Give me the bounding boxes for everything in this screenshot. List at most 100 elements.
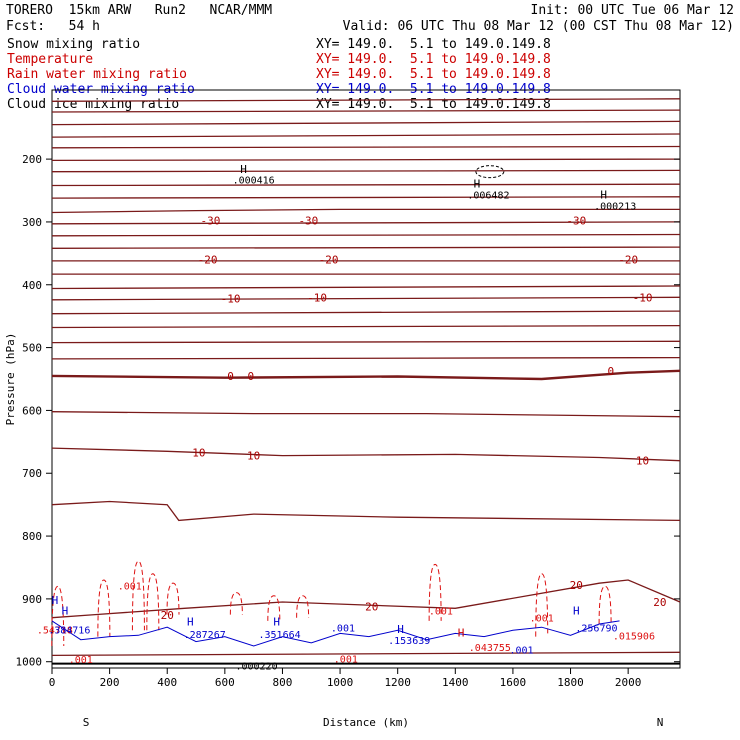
extremum-marker: H: [458, 627, 465, 640]
extremum-marker: H: [273, 615, 280, 628]
isotherm-line: [51, 296, 681, 301]
isotherm-line: [51, 500, 681, 522]
extremum-marker: H: [474, 177, 481, 190]
value-label: .153639: [388, 636, 430, 647]
x-tick-label: 2000: [615, 676, 642, 689]
y-tick-label: 800: [22, 530, 42, 543]
value-label: .000220: [235, 661, 277, 672]
x-tick-label: 800: [273, 676, 293, 689]
value-label: .54718: [37, 625, 73, 636]
isotherm-line: [51, 285, 681, 290]
isotherm-line: [51, 651, 681, 657]
value-label: .351664: [258, 630, 300, 641]
extremum-marker: H: [600, 189, 607, 202]
isotherm-line: [51, 158, 681, 162]
isotherm-label: 0: [608, 365, 615, 378]
value-label: .001: [429, 607, 453, 618]
isotherm-line: [51, 169, 681, 173]
y-tick-label: 900: [22, 593, 42, 606]
isotherm-label: -30: [566, 215, 586, 228]
legend-field-xy: XY= 149.0. 5.1 to 149.0.149.8: [316, 52, 551, 67]
x-tick-label: 1000: [327, 676, 354, 689]
isotherm-label: 20: [161, 609, 174, 622]
value-label: .384716: [48, 625, 90, 636]
isotherm-label: -30: [298, 215, 318, 228]
north-end-label: N: [657, 716, 664, 729]
rain-water-contour: [51, 585, 65, 647]
isotherm-line: [51, 109, 681, 113]
isotherm-label: 10: [192, 447, 205, 460]
isotherm-line: [51, 356, 681, 360]
extremum-marker: H: [62, 605, 69, 618]
x-tick-label: 600: [215, 676, 235, 689]
y-tick-label: 1000: [16, 656, 43, 669]
y-tick-label: 300: [22, 216, 42, 229]
isotherm-line: [51, 221, 681, 225]
x-tick-label: 1200: [384, 676, 411, 689]
rain-water-contour: [428, 563, 442, 621]
y-tick-label: 400: [22, 279, 42, 292]
isotherm-line: [51, 196, 681, 199]
rain-water-contour: [166, 582, 180, 615]
x-axis-title: Distance (km): [323, 716, 409, 729]
isotherm-line: [51, 183, 681, 187]
x-tick-label: 1400: [442, 676, 469, 689]
isotherm-line: [51, 98, 681, 102]
plot-title: TORERO 15km ARW Run2 NCAR/MMM: [6, 3, 273, 18]
value-label: .006482: [467, 191, 509, 202]
legend-field-name: Snow mixing ratio: [7, 37, 141, 52]
freezing-level-line: [51, 369, 681, 381]
isotherm-line: [51, 120, 681, 126]
value-label: .256790: [575, 624, 617, 635]
south-end-label: S: [83, 716, 90, 729]
rain-water-contour: [296, 595, 310, 618]
isotherm-line: [51, 324, 681, 329]
isotherm-label: -10: [221, 293, 241, 306]
extremum-marker: H: [52, 594, 59, 607]
legend-field-name: Rain water mixing ratio: [7, 67, 188, 82]
snow-contour: [475, 165, 505, 179]
value-label: .001: [331, 624, 355, 635]
legend-field-xy: XY= 149.0. 5.1 to 149.0.149.8: [316, 97, 551, 112]
value-label: .001: [510, 646, 534, 657]
isotherm-label: 0: [227, 370, 234, 383]
isotherm-label: -20: [198, 254, 218, 267]
value-label: .001: [118, 581, 142, 592]
isotherm-label: 20: [365, 600, 378, 613]
isotherm-line: [51, 310, 681, 315]
isotherm-label: -20: [319, 254, 339, 267]
isotherm-line: [51, 133, 681, 138]
value-label: .000213: [594, 201, 636, 212]
rain-water-contour: [146, 573, 160, 631]
isotherm-label: -30: [201, 215, 221, 228]
isotherm-label: -10: [633, 291, 653, 304]
extremum-marker: H: [187, 615, 194, 628]
rain-water-contour: [598, 585, 612, 625]
cloud-water-contour: [51, 620, 620, 647]
y-tick-label: 500: [22, 342, 42, 355]
x-tick-label: 200: [100, 676, 120, 689]
isotherm-line: [51, 246, 681, 249]
rain-water-contour: [131, 560, 145, 631]
isotherm-label: -20: [618, 254, 638, 267]
isotherm-line: [51, 579, 681, 619]
x-tick-label: 1800: [557, 676, 584, 689]
rain-water-contour: [97, 579, 111, 637]
isotherm-label: 20: [653, 596, 666, 609]
isotherm-label: 10: [247, 450, 260, 463]
legend-field-xy: XY= 149.0. 5.1 to 149.0.149.8: [316, 37, 551, 52]
y-tick-label: 700: [22, 467, 42, 480]
value-label: .043755: [469, 643, 511, 654]
extremum-marker: H: [240, 163, 247, 176]
y-tick-label: 600: [22, 404, 42, 417]
rain-water-contour: [267, 595, 281, 621]
x-tick-label: 0: [49, 676, 56, 689]
extremum-marker: H: [573, 605, 580, 618]
value-label: .000416: [233, 176, 275, 187]
x-tick-label: 400: [157, 676, 177, 689]
plot-frame: [51, 89, 681, 669]
isotherm-label: 20: [570, 579, 583, 592]
isotherm-line: [51, 145, 681, 149]
x-tick-label: 1600: [500, 676, 527, 689]
